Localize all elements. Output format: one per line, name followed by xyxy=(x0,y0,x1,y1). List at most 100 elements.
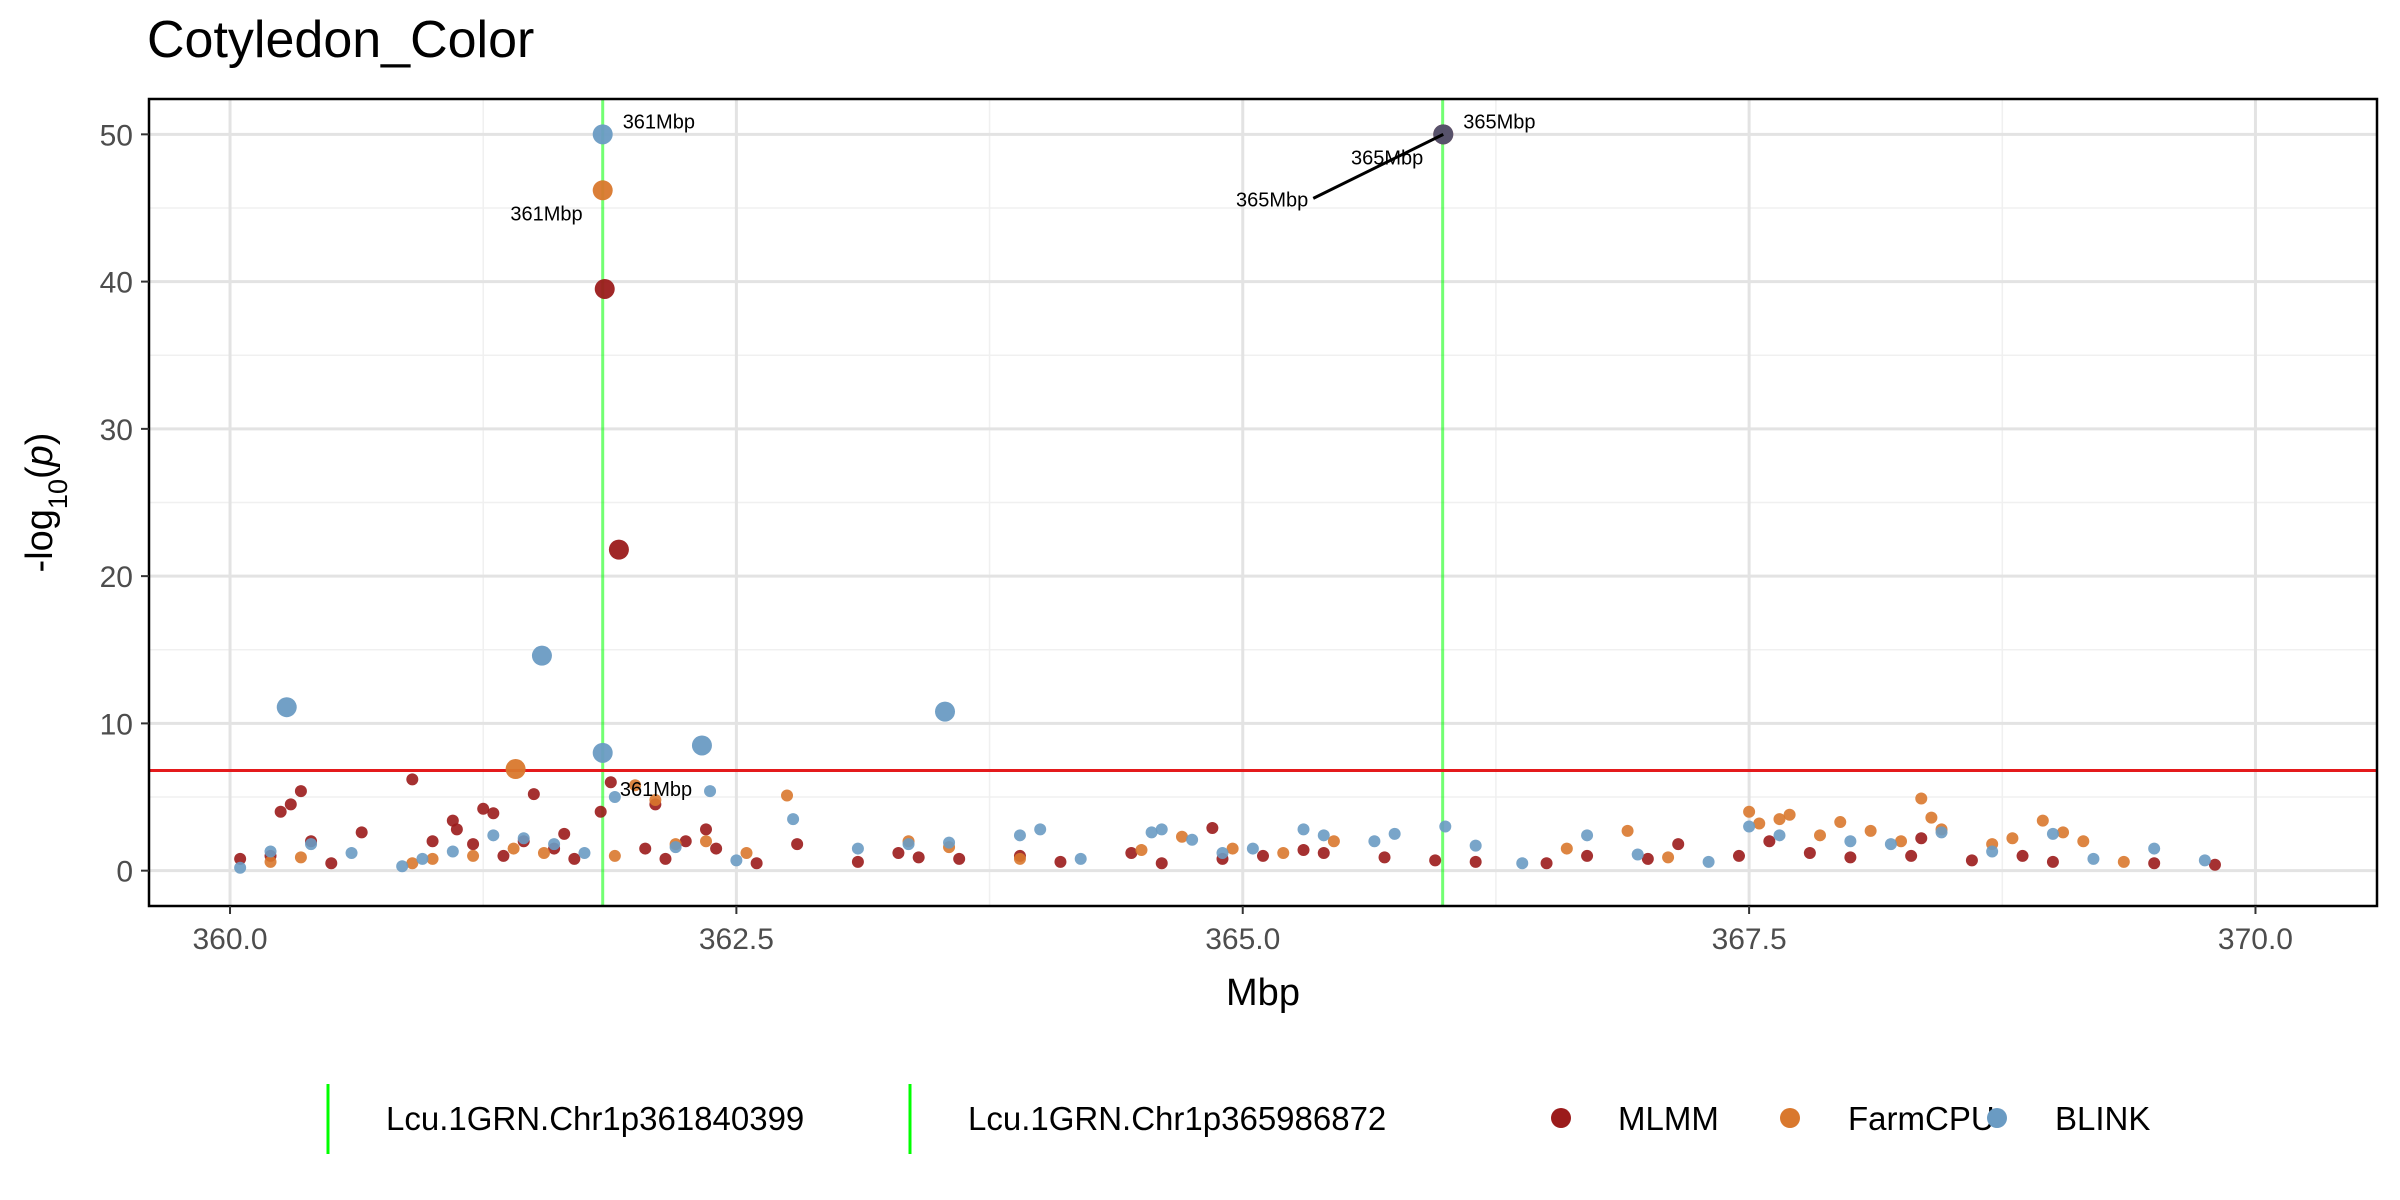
data-point xyxy=(1844,851,1857,864)
data-point xyxy=(704,785,717,798)
data-point xyxy=(594,805,607,818)
data-point xyxy=(1662,851,1675,864)
data-point xyxy=(750,857,763,870)
data-point xyxy=(1277,846,1290,859)
data-point xyxy=(1516,857,1529,870)
data-point xyxy=(1469,855,1482,868)
y-axis-title: -log10(p) xyxy=(19,433,73,573)
data-point xyxy=(649,793,662,806)
data-point xyxy=(305,838,318,851)
data-point xyxy=(507,842,520,855)
data-point xyxy=(2208,858,2221,871)
legend-label: Lcu.1GRN.Chr1p365986872 xyxy=(968,1100,1386,1137)
data-point xyxy=(1965,854,1978,867)
data-point xyxy=(1297,823,1310,836)
data-point xyxy=(264,845,277,858)
data-point xyxy=(284,798,297,811)
data-point xyxy=(912,851,925,864)
data-point xyxy=(2148,857,2161,870)
x-tick-label: 365.0 xyxy=(1205,923,1280,956)
data-point xyxy=(517,832,530,845)
data-point xyxy=(1074,852,1087,865)
data-point xyxy=(608,849,621,862)
data-point xyxy=(2117,855,2130,868)
data-point xyxy=(791,838,804,851)
data-point xyxy=(274,805,287,818)
data-point xyxy=(1429,854,1442,867)
data-point xyxy=(416,852,429,865)
legend-label: BLINK xyxy=(2055,1100,2150,1137)
data-point xyxy=(1540,857,1553,870)
data-point xyxy=(1803,846,1816,859)
data-point xyxy=(892,846,905,859)
plot-panel-border xyxy=(147,97,2379,908)
data-point xyxy=(1135,844,1148,857)
data-point xyxy=(679,835,692,848)
data-point xyxy=(2046,855,2059,868)
y-tick-label: 10 xyxy=(100,708,133,741)
x-tick-label: 360.0 xyxy=(192,923,267,956)
highlight-point xyxy=(594,278,615,299)
data-point xyxy=(2087,852,2100,865)
data-point xyxy=(2036,814,2049,827)
data-point xyxy=(1925,811,1938,824)
data-point xyxy=(629,779,642,792)
highlight-point xyxy=(935,701,956,722)
data-point xyxy=(787,813,800,826)
legend-label: MLMM xyxy=(1618,1100,1719,1137)
data-point xyxy=(2006,832,2019,845)
data-point xyxy=(234,861,247,874)
x-tick-label: 367.5 xyxy=(1712,923,1787,956)
data-point xyxy=(781,789,794,802)
data-point xyxy=(953,852,966,865)
data-point xyxy=(1581,829,1594,842)
data-point xyxy=(710,842,723,855)
legend-dot-key xyxy=(1780,1108,1800,1128)
data-point xyxy=(1155,823,1168,836)
data-point xyxy=(1915,832,1928,845)
x-tick-label: 362.5 xyxy=(699,923,774,956)
data-point xyxy=(1864,824,1877,837)
data-point xyxy=(1743,805,1756,818)
data-point xyxy=(700,823,712,836)
data-point xyxy=(639,842,652,855)
data-point xyxy=(851,855,864,868)
data-point xyxy=(345,846,358,859)
data-point xyxy=(1186,833,1199,846)
data-point xyxy=(450,823,463,836)
data-point xyxy=(1388,827,1401,840)
data-point xyxy=(1844,835,1857,848)
data-point xyxy=(355,826,368,839)
data-point xyxy=(1226,842,1239,855)
annotation-leader-line xyxy=(1312,132,1444,200)
data-point xyxy=(294,785,307,798)
y-tick-label: 50 xyxy=(100,119,133,152)
data-point xyxy=(1216,846,1229,859)
data-point xyxy=(1327,835,1340,848)
data-point xyxy=(396,860,409,873)
data-point xyxy=(1986,845,1999,858)
grid-layer xyxy=(149,99,2377,906)
legend-dot-key xyxy=(1551,1108,1571,1128)
y-tick-label: 40 xyxy=(100,267,133,300)
data-point xyxy=(730,854,743,867)
data-point xyxy=(1743,820,1756,833)
annotation-layer: 361Mbp 361Mbp 361Mbp 365Mbp 365Mbp 365Mbp xyxy=(510,111,1535,801)
data-point xyxy=(426,835,439,848)
data-point xyxy=(1317,829,1330,842)
y-tick-label: 0 xyxy=(116,856,133,889)
data-point xyxy=(487,807,500,820)
data-point xyxy=(1884,838,1897,851)
data-point xyxy=(1560,842,1573,855)
annotation-label: 361Mbp xyxy=(620,779,692,801)
data-point xyxy=(604,776,617,789)
data-point xyxy=(1581,849,1594,862)
data-point xyxy=(2148,842,2161,855)
data-point xyxy=(426,852,439,865)
points-layer xyxy=(234,124,2221,874)
data-point xyxy=(1915,792,1928,805)
data-point xyxy=(608,791,621,804)
data-point xyxy=(1935,826,1948,839)
data-point xyxy=(1013,829,1026,842)
